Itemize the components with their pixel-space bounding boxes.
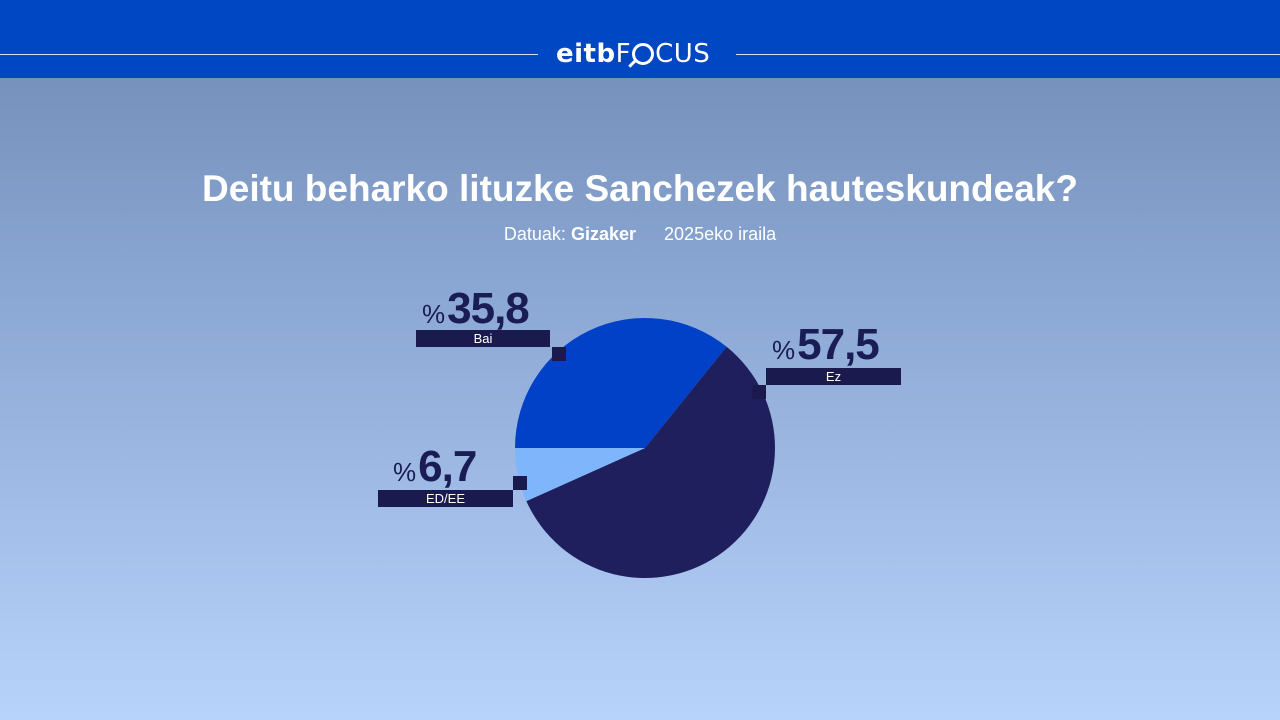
connector-ez (752, 385, 766, 399)
header-rule-left (0, 54, 538, 55)
logo-cus: CUS (655, 39, 711, 69)
label-value-ed-ee: %6,7 (393, 442, 477, 491)
source-name: Gizaker (570, 224, 636, 244)
label-name-ez: Ez (766, 368, 901, 385)
label-name-ed-ee: ED/EE (378, 490, 513, 507)
top-bar: eitb F CUS (0, 0, 1280, 78)
label-value-ez: %57,5 (772, 320, 880, 369)
chart-title: Deitu beharko lituzke Sanchezek hautesku… (202, 168, 1078, 209)
source-label: Datuak: (503, 224, 566, 244)
logo-f: F (615, 39, 632, 69)
label-value-bai: %35,8 (422, 284, 530, 333)
pie-slice-ed-ee (515, 448, 645, 502)
header-rule-right (736, 54, 1280, 55)
chart-subtitle: Datuak: Gizaker 2025eko iraila (0, 224, 1280, 245)
pie-slice-ez (526, 346, 775, 578)
magnifier-icon (632, 43, 655, 65)
connector-ed-ee (513, 476, 527, 490)
connector-bai (552, 347, 566, 361)
pie-slice-bai (515, 318, 727, 448)
logo-eitb: eitb (556, 39, 616, 69)
eitb-focus-logo: eitb F CUS (556, 38, 726, 70)
label-name-bai: Bai (416, 330, 550, 347)
survey-date: 2025eko iraila (664, 224, 777, 244)
